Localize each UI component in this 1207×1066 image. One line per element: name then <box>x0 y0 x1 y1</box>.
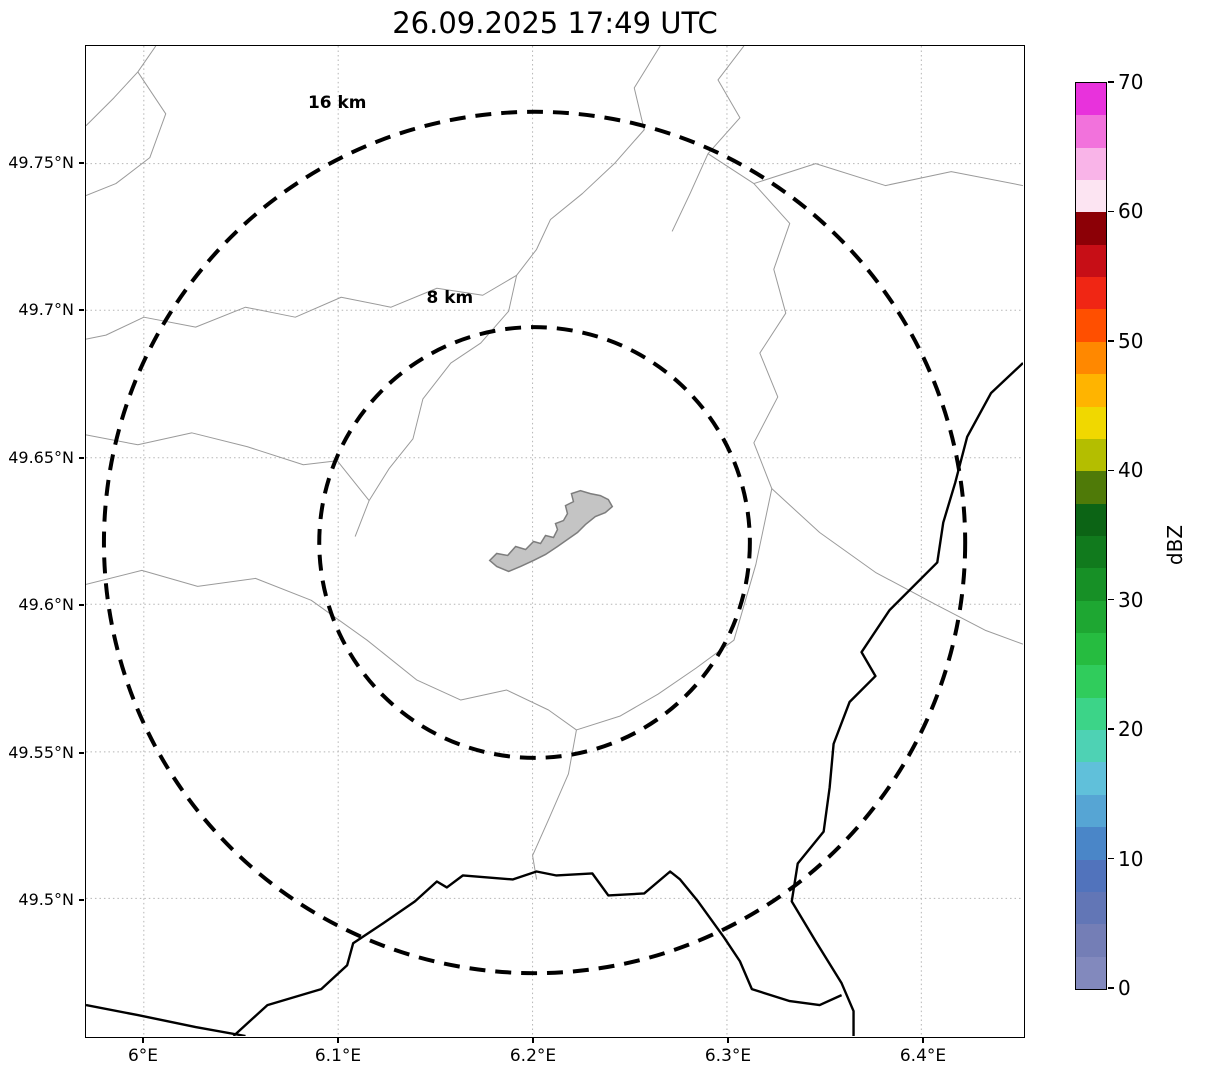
boundary-line <box>671 46 745 232</box>
colorbar-segment <box>1076 406 1106 439</box>
colorbar-tick-mark <box>1108 987 1114 989</box>
colorbar-tick-mark <box>1108 81 1114 83</box>
colorbar-segment <box>1076 924 1106 957</box>
center-region-polygon <box>488 489 614 573</box>
boundary-line <box>753 163 1023 187</box>
country-border-south <box>232 870 843 1036</box>
x-tick-label: 6.1°E <box>314 1046 362 1066</box>
boundary-line <box>532 729 577 880</box>
y-tick-label: 49.7°N <box>18 300 74 319</box>
y-tick-label: 49.65°N <box>8 448 74 467</box>
y-tick-mark <box>79 752 84 754</box>
colorbar-tick-mark <box>1108 469 1114 472</box>
boundary-line <box>86 569 577 731</box>
boundary-layer <box>86 46 1023 1036</box>
country-border-southwest <box>86 1003 246 1036</box>
y-tick-mark <box>79 457 84 459</box>
country-border-river-east <box>790 362 1023 1036</box>
colorbar-segment <box>1076 503 1106 536</box>
colorbar-segment <box>1076 600 1106 634</box>
colorbar-segment <box>1076 277 1106 310</box>
colorbar-tick-label: 10 <box>1118 846 1144 871</box>
figure-title: 26.09.2025 17:49 UTC <box>392 6 718 40</box>
x-tick-label: 6.3°E <box>704 1046 752 1066</box>
colorbar-tick-label: 0 <box>1118 976 1131 1000</box>
y-tick-mark <box>79 162 84 164</box>
range-ring-8-km-label: 8 km <box>427 287 474 307</box>
colorbar-segment <box>1076 827 1106 860</box>
boundary-line <box>707 153 791 489</box>
colorbar-segment <box>1076 115 1106 148</box>
colorbar-tick-label: 70 <box>1118 70 1144 94</box>
x-tick-mark <box>532 1038 534 1043</box>
colorbar-tick-mark <box>1108 598 1114 601</box>
x-tick-mark <box>337 1038 339 1043</box>
y-tick-mark <box>79 309 84 311</box>
map-plot-area: 16 km 8 km <box>85 45 1025 1038</box>
colorbar-tick-label: 60 <box>1118 199 1144 224</box>
y-tick-mark <box>79 604 84 606</box>
colorbar-segment <box>1076 794 1106 828</box>
colorbar-segment <box>1076 341 1106 375</box>
x-tick-mark <box>727 1038 729 1043</box>
range-ring-16-km <box>101 109 968 976</box>
x-tick-mark <box>142 1038 144 1043</box>
x-tick-label: 6.2°E <box>509 1046 557 1066</box>
colorbar-segment <box>1076 697 1106 731</box>
colorbar-segment <box>1076 438 1106 472</box>
boundary-line <box>771 488 1023 645</box>
colorbar-segment <box>1076 859 1106 892</box>
colorbar-tick-mark <box>1108 210 1114 213</box>
x-tick-label: 6.4°E <box>899 1046 947 1066</box>
colorbar-segment <box>1076 568 1106 601</box>
colorbar-tick-mark <box>1108 857 1114 860</box>
colorbar-segment <box>1076 309 1106 342</box>
colorbar <box>1075 82 1107 990</box>
boundary-line <box>354 275 518 537</box>
colorbar-tick-label: 50 <box>1118 328 1144 353</box>
boundary-line <box>86 71 167 197</box>
colorbar-segments <box>1076 82 1106 989</box>
colorbar-segment <box>1076 956 1106 989</box>
colorbar-segment <box>1076 180 1106 213</box>
boundary-line <box>86 274 517 340</box>
x-tick-label: 6°E <box>127 1046 159 1066</box>
colorbar-segment <box>1076 82 1106 116</box>
range-ring-8-km <box>317 325 752 760</box>
colorbar-segment <box>1076 665 1106 698</box>
grid-layer <box>86 46 1023 1036</box>
colorbar-segment <box>1076 891 1106 925</box>
colorbar-segment <box>1076 374 1106 407</box>
colorbar-axis-label: dBZ <box>1163 524 1187 566</box>
colorbar-segment <box>1076 762 1106 795</box>
colorbar-segment <box>1076 535 1106 569</box>
boundary-line <box>516 46 661 276</box>
boundary-line <box>576 488 773 731</box>
colorbar-segment <box>1076 633 1106 666</box>
colorbar-segment <box>1076 730 1106 763</box>
range-ring-layer: 16 km 8 km <box>101 92 968 976</box>
colorbar-tick-label: 30 <box>1118 587 1144 612</box>
x-tick-mark <box>922 1038 924 1043</box>
colorbar-segment <box>1076 147 1106 181</box>
map-svg: 16 km 8 km <box>86 46 1023 1036</box>
range-ring-16-km-label: 16 km <box>308 92 366 112</box>
colorbar-tick-mark <box>1108 728 1114 730</box>
y-tick-label: 49.75°N <box>8 153 74 172</box>
colorbar-tick-label: 20 <box>1118 717 1144 742</box>
y-tick-label: 49.6°N <box>18 595 74 614</box>
y-tick-label: 49.5°N <box>18 890 74 909</box>
colorbar-segment <box>1076 244 1106 278</box>
colorbar-segment <box>1076 212 1106 245</box>
boundary-line <box>86 46 157 127</box>
y-tick-mark <box>79 899 84 901</box>
colorbar-tick-label: 40 <box>1118 458 1144 483</box>
colorbar-tick-mark <box>1108 340 1114 342</box>
y-tick-label: 49.55°N <box>8 743 74 762</box>
colorbar-segment <box>1076 471 1106 504</box>
